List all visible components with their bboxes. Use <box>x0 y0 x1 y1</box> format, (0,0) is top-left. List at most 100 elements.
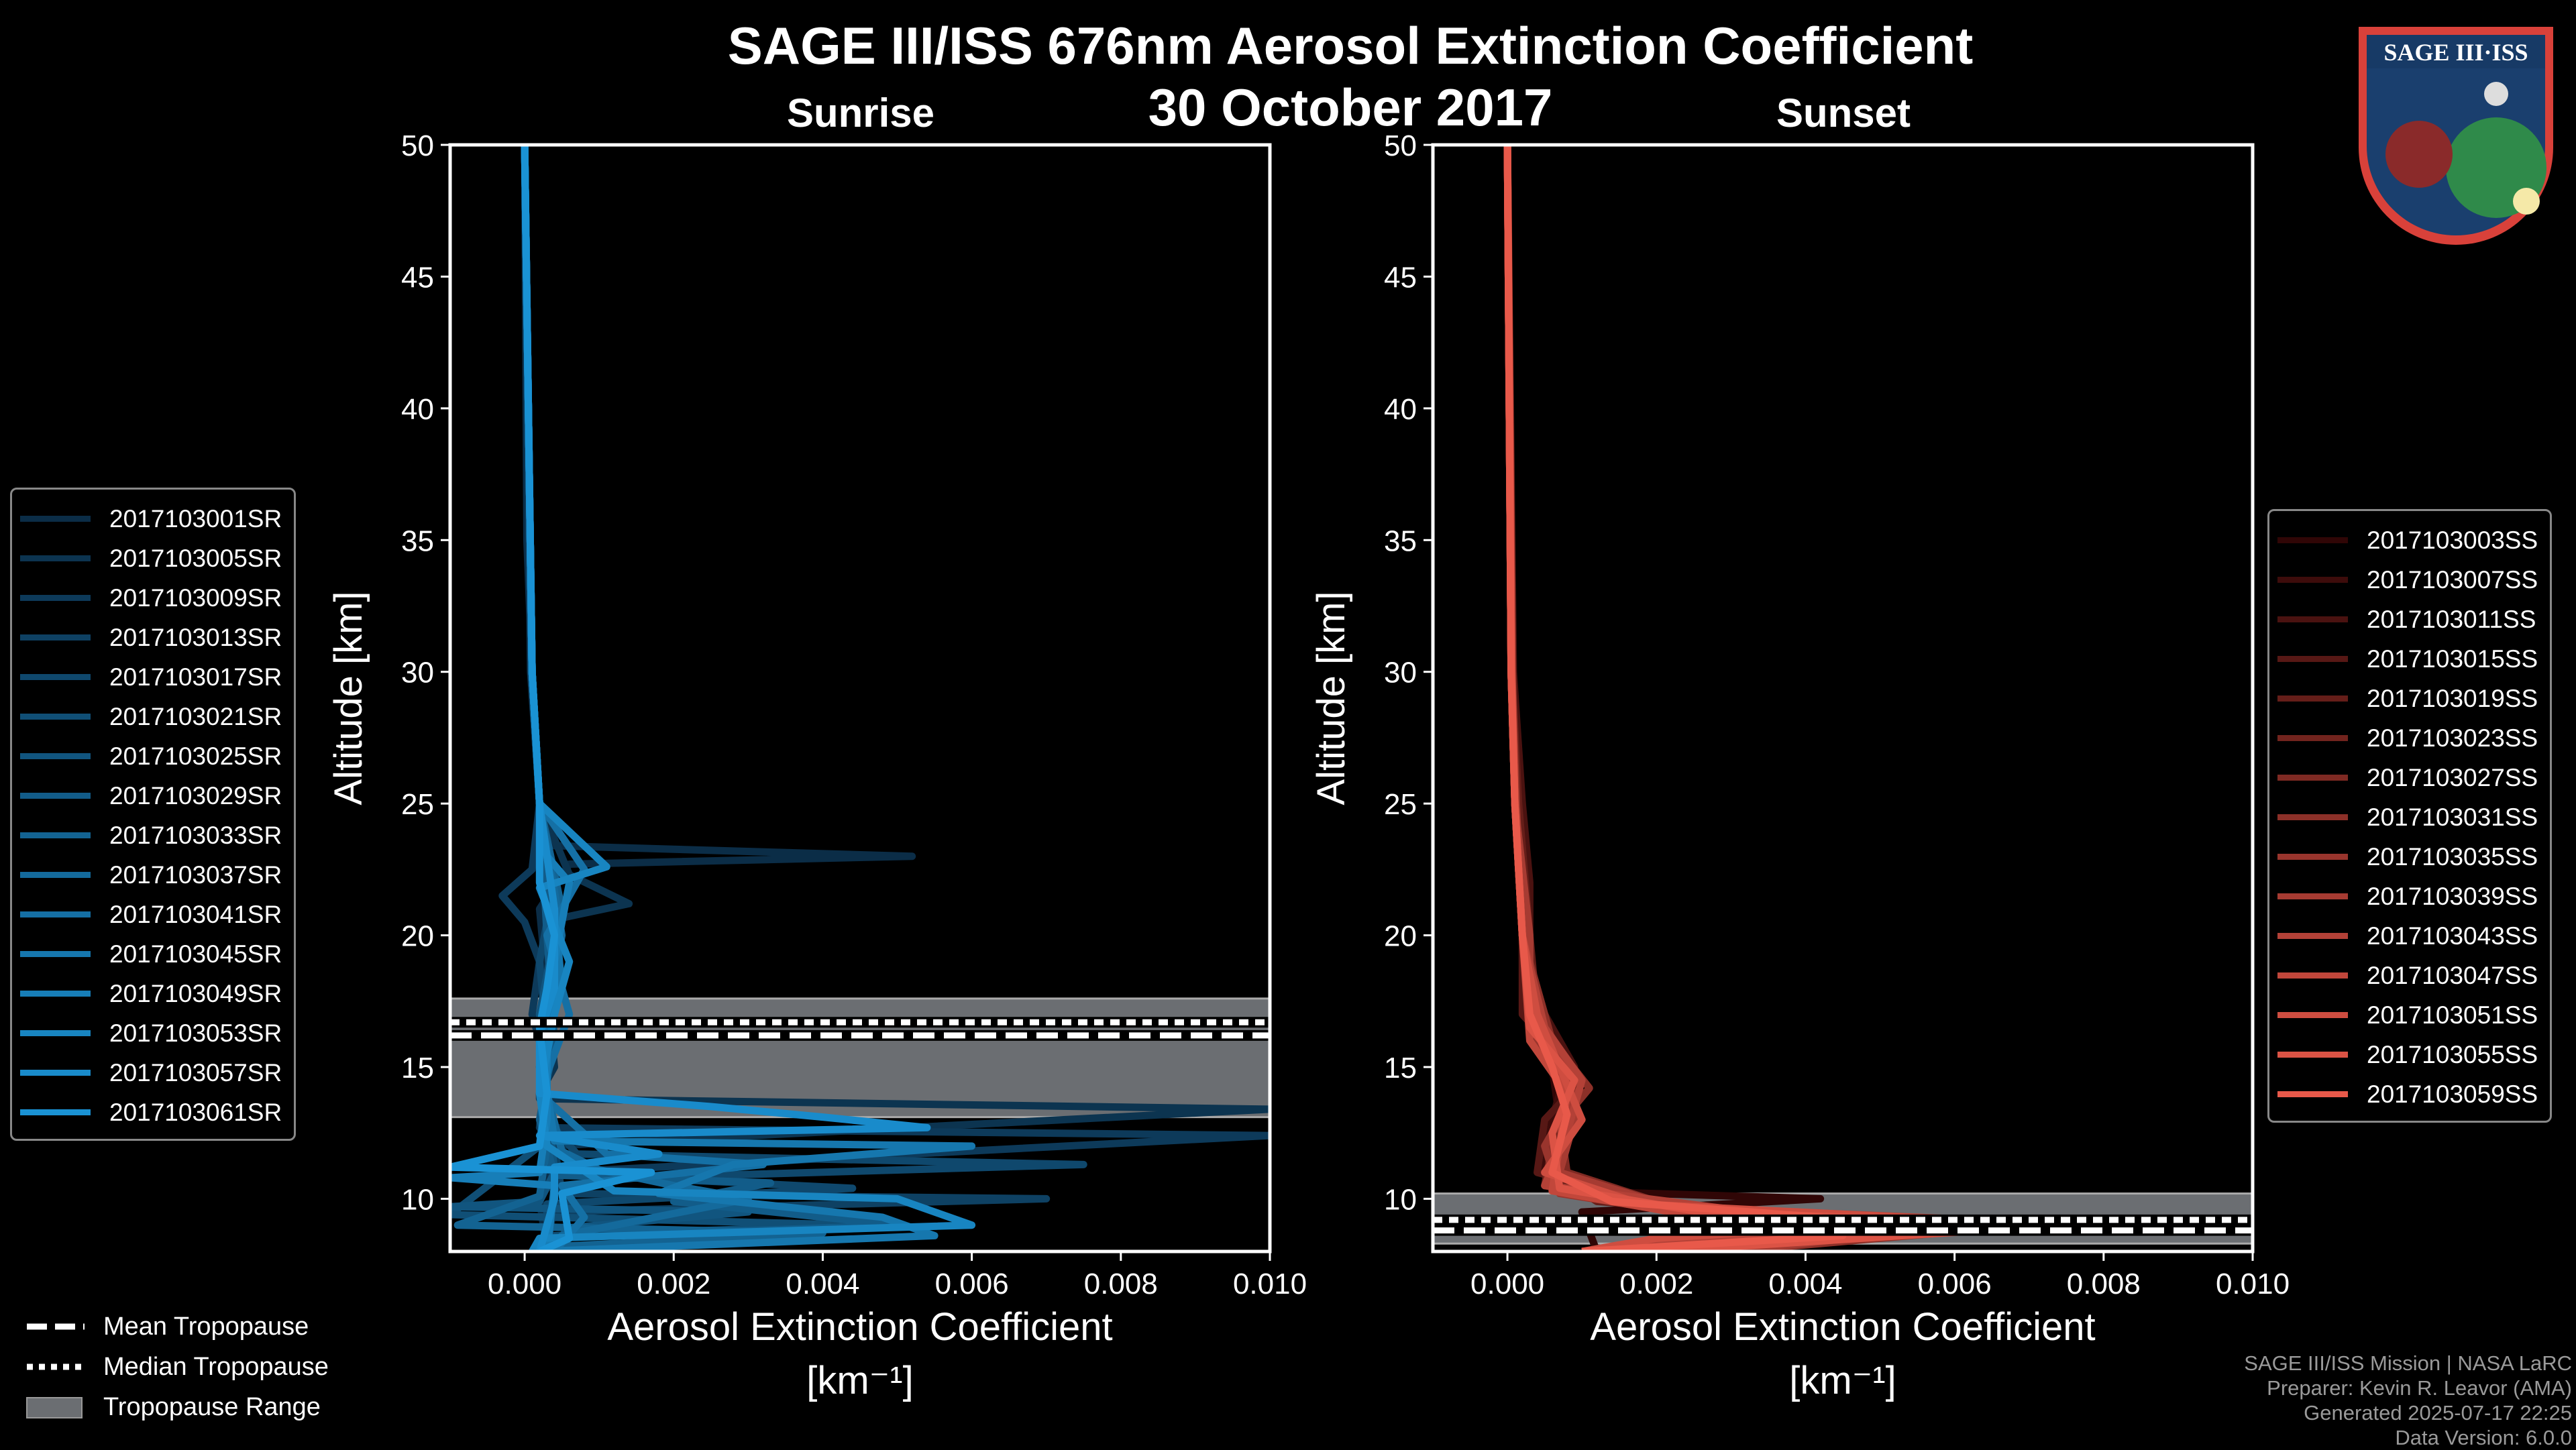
legend-item: 2017103017SR <box>20 657 282 697</box>
x-tick-label: 0.000 <box>1470 1268 1544 1300</box>
legend-item: 2017103041SR <box>20 895 282 934</box>
legend-label: 2017103057SR <box>109 1058 282 1086</box>
legend-swatch <box>20 595 91 601</box>
x-tick-label: 0.010 <box>1233 1268 1307 1300</box>
legend-item: 2017103029SR <box>20 776 282 816</box>
footer-version: Data Version: 6.0.0 <box>2395 1426 2572 1449</box>
legend-label: 2017103013SR <box>109 623 282 651</box>
legend-item: 2017103061SR <box>20 1093 282 1132</box>
legend-item: 2017103039SS <box>2277 877 2538 916</box>
tropopause-range-label: Tropopause Range <box>103 1392 321 1421</box>
legend-item: 2017103023SS <box>2277 718 2538 758</box>
legend-item: 2017103025SR <box>20 736 282 776</box>
footer-credits: SAGE III/ISS Mission | NASA LaRC Prepare… <box>2244 1351 2572 1450</box>
legend-label: 2017103059SS <box>2367 1080 2538 1108</box>
legend-label: 2017103035SS <box>2367 842 2538 871</box>
legend-label: 2017103051SS <box>2367 1001 2538 1029</box>
dashed-line-icon <box>27 1323 85 1330</box>
y-axis-label: Altitude [km] <box>1309 591 1353 805</box>
legend-swatch <box>2277 656 2348 662</box>
legend-item: 2017103001SR <box>20 499 282 539</box>
legend-swatch <box>2277 577 2348 583</box>
legend-swatch <box>20 634 91 640</box>
legend-label: 2017103029SR <box>109 781 282 810</box>
y-tick-label: 20 <box>1384 920 1417 953</box>
y-tick-label: 45 <box>1384 261 1417 294</box>
y-tick-label: 50 <box>401 129 434 162</box>
legend-swatch <box>2277 695 2348 702</box>
median-tropopause-label: Median Tropopause <box>103 1352 329 1381</box>
range-swatch-icon <box>26 1397 83 1418</box>
y-tick-label: 35 <box>401 524 434 557</box>
y-tick-label: 10 <box>1384 1183 1417 1216</box>
x-axis-label: Aerosol Extinction Coefficient <box>1590 1305 2095 1349</box>
legend-label: 2017103007SS <box>2367 565 2538 594</box>
legend-swatch <box>20 911 91 917</box>
footer-mission: SAGE III/ISS Mission | NASA LaRC <box>2244 1351 2572 1375</box>
legend-label: 2017103011SS <box>2367 605 2536 633</box>
legend-item: 2017103031SS <box>2277 797 2538 837</box>
legend-swatch <box>2277 1091 2348 1097</box>
legend-label: 2017103023SS <box>2367 724 2538 752</box>
x-tick-label: 0.002 <box>1619 1268 1693 1300</box>
axes-frame <box>1431 143 2255 1253</box>
legend-label: 2017103041SR <box>109 900 282 928</box>
legend-label: 2017103021SR <box>109 702 282 730</box>
sunrise-subtitle: Sunrise <box>786 91 935 135</box>
legend-item: 2017103057SR <box>20 1053 282 1093</box>
y-tick-label: 25 <box>1384 788 1417 821</box>
x-tick-label: 0.006 <box>1918 1268 1992 1300</box>
profile-line-2017103053SR <box>521 145 976 1251</box>
legend-mean-tropopause: Mean Tropopause <box>25 1306 329 1347</box>
y-axis-label: Altitude [km] <box>327 591 370 805</box>
legend-item: 2017103007SS <box>2277 560 2538 600</box>
legend-item: 2017103051SS <box>2277 995 2538 1035</box>
legend-swatch <box>20 1030 91 1036</box>
legend-swatch <box>2277 893 2348 899</box>
svg-text:SAGE III·ISS: SAGE III·ISS <box>2383 39 2528 66</box>
legend-item: 2017103053SR <box>20 1013 282 1053</box>
x-tick-label: 0.008 <box>1084 1268 1158 1300</box>
legend-item: 2017103047SS <box>2277 956 2538 995</box>
legend-swatch <box>20 753 91 759</box>
legend-swatch <box>20 872 91 878</box>
legend-label: 2017103045SR <box>109 940 282 968</box>
legend-item: 2017103013SR <box>20 618 282 657</box>
legend-label: 2017103043SS <box>2367 922 2538 950</box>
legend-swatch <box>2277 814 2348 820</box>
chart-title: SAGE III/ISS 676nm Aerosol Extinction Co… <box>727 16 1974 75</box>
legend-item: 2017103045SR <box>20 934 282 974</box>
y-tick-label: 30 <box>401 657 434 689</box>
legend-label: 2017103019SS <box>2367 684 2538 712</box>
x-axis-unit: [km⁻¹] <box>1789 1359 1896 1402</box>
dotted-line-icon <box>27 1363 85 1370</box>
legend-item: 2017103021SR <box>20 697 282 736</box>
legend-swatch <box>20 832 91 838</box>
legend-item: 2017103049SR <box>20 974 282 1013</box>
x-tick-label: 0.010 <box>2216 1268 2290 1300</box>
y-tick-label: 25 <box>401 788 434 821</box>
profile-line-2017103043SS <box>1503 145 2108 1251</box>
legend-item: 2017103055SS <box>2277 1035 2538 1074</box>
x-tick-label: 0.004 <box>1768 1268 1842 1300</box>
sunrise-legend: 2017103001SR 2017103005SR 2017103009SR 2017… <box>10 488 297 1141</box>
legend-swatch <box>2277 775 2348 781</box>
panel-sunset: 0.000 0.002 0.004 0.006 0.008 0.010 10 15 20 25 30… <box>1309 129 2290 1402</box>
legend-label: 2017103001SR <box>109 504 282 533</box>
y-tick-label: 15 <box>401 1052 434 1084</box>
legend-swatch <box>2277 735 2348 741</box>
x-tick-label: 0.008 <box>2067 1268 2141 1300</box>
sunset-legend: 2017103003SS 2017103007SS 2017103011SS 2017… <box>2267 509 2553 1123</box>
legend-label: 2017103055SS <box>2367 1040 2538 1068</box>
legend-swatch <box>20 951 91 957</box>
legend-swatch <box>20 674 91 680</box>
sage-iss-logo: SAGE III·ISS <box>2345 13 2567 255</box>
legend-swatch <box>20 555 91 561</box>
legend-label: 2017103031SS <box>2367 803 2538 831</box>
legend-item: 2017103035SS <box>2277 837 2538 877</box>
profile-line-2017103061SR <box>450 145 655 1251</box>
footer-generated: Generated 2025-07-17 22:25 <box>2304 1401 2572 1425</box>
legend-label: 2017103061SR <box>109 1098 282 1126</box>
mean-tropopause-label: Mean Tropopause <box>103 1312 309 1341</box>
legend-swatch <box>20 516 91 522</box>
